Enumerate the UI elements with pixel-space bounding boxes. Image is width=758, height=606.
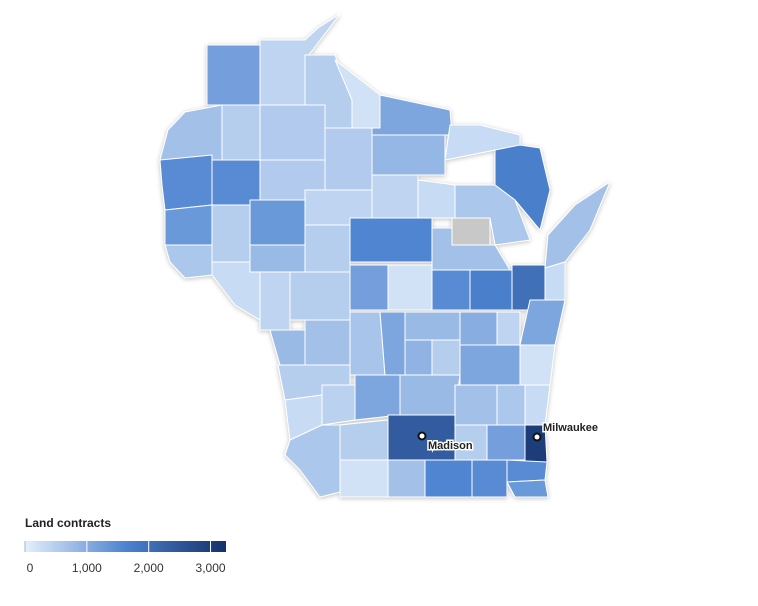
legend: Land contracts 0 1,000 2,000 3,000 — [24, 516, 226, 575]
legend-tick-label: 1,000 — [72, 561, 102, 575]
county — [354, 374, 401, 421]
county — [399, 374, 461, 416]
county — [459, 311, 498, 346]
legend-tick-label: 3,000 — [196, 561, 226, 575]
county — [387, 264, 433, 311]
county — [524, 384, 551, 426]
county — [544, 181, 611, 269]
county — [417, 179, 456, 219]
city-marker — [417, 431, 427, 441]
county — [486, 424, 526, 461]
county — [284, 424, 341, 498]
county — [431, 269, 471, 311]
state-map — [159, 13, 611, 498]
county — [496, 311, 521, 346]
legend-tick-label: 2,000 — [134, 561, 164, 575]
county — [206, 44, 261, 106]
county — [387, 459, 426, 498]
county — [469, 269, 513, 311]
county — [349, 264, 389, 311]
county — [349, 217, 433, 263]
county — [424, 459, 473, 498]
county — [451, 217, 491, 246]
county — [221, 104, 261, 161]
county — [339, 419, 389, 461]
county — [371, 174, 419, 219]
legend-bar — [25, 541, 226, 552]
county — [471, 459, 508, 498]
county — [349, 311, 386, 376]
county — [164, 244, 213, 279]
county — [371, 94, 453, 136]
county — [404, 311, 461, 341]
legend-tick-label: 0 — [27, 561, 34, 575]
county — [506, 459, 548, 483]
legend-title: Land contracts — [25, 516, 111, 530]
county — [211, 204, 251, 263]
county — [519, 344, 556, 386]
county — [379, 311, 406, 376]
county — [339, 459, 389, 498]
county — [371, 134, 446, 176]
county — [164, 204, 213, 246]
county — [324, 127, 373, 191]
county — [249, 199, 306, 246]
county — [496, 384, 526, 426]
county — [249, 244, 306, 273]
city-label: Milwaukee — [543, 422, 598, 434]
county — [506, 479, 549, 498]
county — [431, 339, 461, 376]
cities: Madison Milwaukee — [417, 420, 600, 453]
county — [269, 329, 306, 366]
county — [259, 271, 291, 331]
county — [211, 159, 261, 206]
county — [259, 104, 326, 161]
county — [304, 319, 351, 366]
county — [159, 154, 213, 211]
city-label: Madison — [428, 440, 473, 452]
county — [289, 271, 351, 321]
county — [544, 261, 566, 301]
county — [454, 384, 498, 426]
city-marker — [532, 432, 542, 442]
county — [321, 384, 356, 426]
county — [404, 339, 433, 376]
county — [459, 344, 521, 386]
county — [159, 104, 223, 161]
